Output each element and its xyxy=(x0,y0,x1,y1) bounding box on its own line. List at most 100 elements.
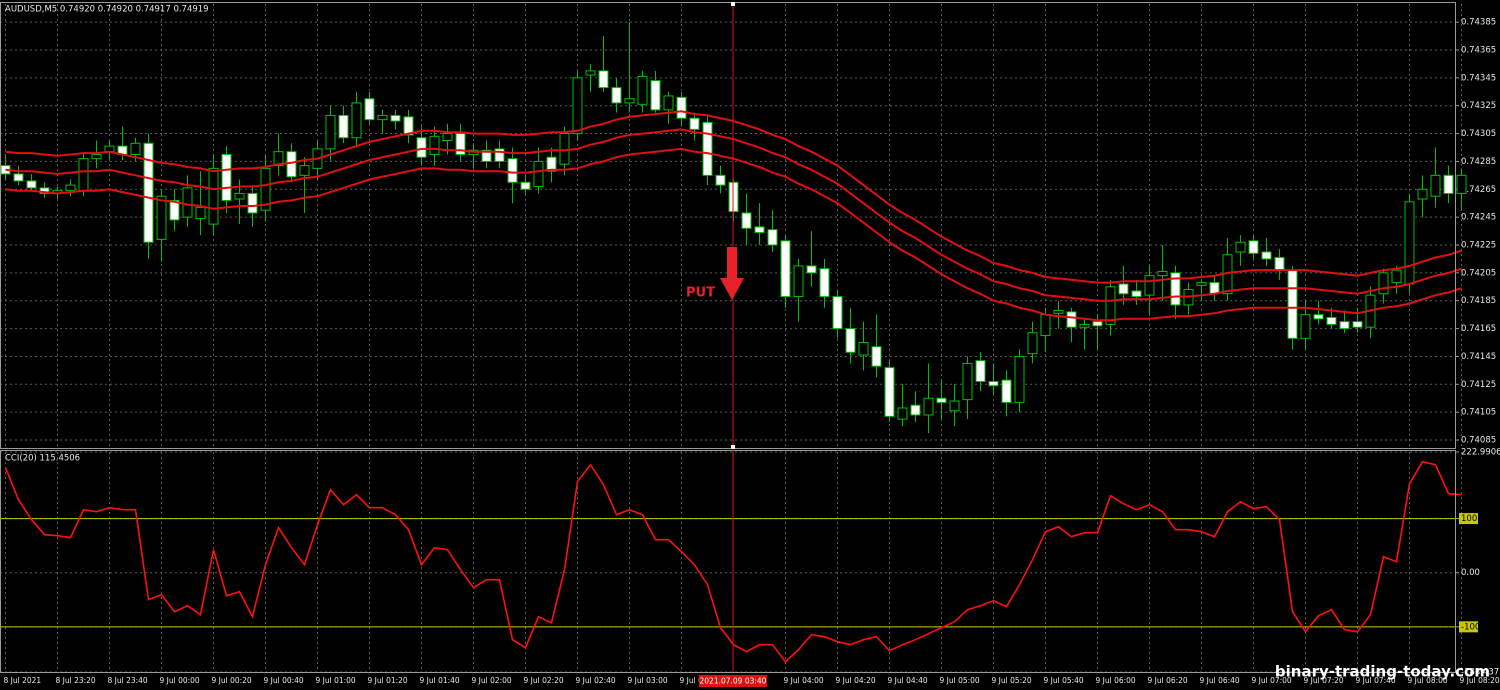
candle-body xyxy=(871,346,882,367)
y-tick-label: 0.00 xyxy=(1461,568,1480,578)
candle-body xyxy=(364,98,375,121)
candle-body xyxy=(1391,269,1402,284)
y-tick-label: 0.74265 xyxy=(1461,185,1496,195)
x-tick-label: 9 Jul 08:00 xyxy=(1408,676,1448,685)
candle-body xyxy=(1079,323,1090,328)
candle-body xyxy=(1209,282,1220,295)
x-tick-label: 9 Jul 07:40 xyxy=(1356,676,1396,685)
candle-body xyxy=(858,342,869,356)
level-label-bg xyxy=(1459,513,1478,525)
x-tick-label: 9 Jul 05:40 xyxy=(1044,676,1084,685)
candle-body xyxy=(1027,332,1038,355)
candle-body xyxy=(975,360,986,383)
candle-body xyxy=(156,195,167,240)
candle-body xyxy=(1339,321,1350,330)
candle-body xyxy=(26,180,37,189)
x-tick-label: 9 Jul 07:00 xyxy=(1252,676,1292,685)
x-tick-label: 9 Jul 07:20 xyxy=(1304,676,1344,685)
x-tick-label: 9 Jul 03:00 xyxy=(628,676,668,685)
candle-body xyxy=(390,114,401,122)
candle-body xyxy=(845,328,856,353)
y-tick-label: 0.74345 xyxy=(1461,73,1496,83)
candle-body xyxy=(1014,355,1025,403)
candle-body xyxy=(949,400,960,412)
candle-body xyxy=(988,381,999,387)
candle-body xyxy=(1456,174,1467,194)
candle-body xyxy=(1066,311,1077,328)
candle-body xyxy=(1417,188,1428,200)
vline-handle-top xyxy=(731,2,735,6)
candle-body xyxy=(910,404,921,416)
candle-body xyxy=(1287,269,1298,339)
candle-body xyxy=(559,133,570,165)
candle-body xyxy=(1131,290,1142,298)
candle-body xyxy=(884,367,895,417)
y-tick-label: 0.74105 xyxy=(1461,408,1496,418)
candle-body xyxy=(702,121,713,176)
y-tick-label: 0.74285 xyxy=(1461,157,1496,167)
vline-handle-bottom xyxy=(731,445,735,449)
candle-body xyxy=(520,181,531,190)
y-tick-label: 0.74085 xyxy=(1461,436,1496,446)
candle-body xyxy=(1001,379,1012,403)
candle-body xyxy=(819,268,830,298)
candle-body xyxy=(65,184,76,192)
y-tick-label: 0.74325 xyxy=(1461,101,1496,111)
put-arrow-head xyxy=(720,278,744,300)
candle-body xyxy=(299,165,310,176)
x-tick-label: 9 Jul 05:20 xyxy=(992,676,1032,685)
candle-body xyxy=(936,397,947,403)
price-pane-title: AUDUSD,M5 0.74920 0.74920 0.74917 0.7491… xyxy=(5,5,209,15)
candle-body xyxy=(1235,241,1246,253)
y-tick-label: 0.74125 xyxy=(1461,380,1496,390)
put-annotation: PUT xyxy=(686,286,715,301)
candle-body xyxy=(325,114,336,150)
candle-body xyxy=(1118,283,1129,295)
x-tick-label: 9 Jul 05:00 xyxy=(940,676,980,685)
y-tick-label: 0.74225 xyxy=(1461,241,1496,251)
candle-body xyxy=(1352,321,1363,328)
candle-body xyxy=(130,142,141,155)
candle-body xyxy=(1105,286,1116,325)
y-tick-label: -183.4377 xyxy=(1461,668,1500,678)
y-tick-label: 222.9906 xyxy=(1461,448,1500,458)
candle-body xyxy=(624,98,635,104)
x-tick-label: 9 Jul 08:20 xyxy=(1460,676,1500,685)
level-label-bg xyxy=(1459,621,1478,633)
candle-body xyxy=(767,229,778,246)
candle-body xyxy=(221,153,232,201)
candle-body xyxy=(546,156,557,172)
x-tick-label: 9 Jul 01:40 xyxy=(420,676,460,685)
y-tick-label: 0.74205 xyxy=(1461,268,1496,278)
cci-pane-frame xyxy=(0,450,1456,673)
candle-body xyxy=(169,199,180,221)
candle-body xyxy=(689,117,700,130)
candle-body xyxy=(1092,321,1103,327)
x-tick-label: 9 Jul 06:40 xyxy=(1200,676,1240,685)
candle-body xyxy=(1430,174,1441,197)
candle-body xyxy=(338,114,349,139)
candle-body xyxy=(780,240,791,298)
y-tick-label: 0.74165 xyxy=(1461,324,1496,334)
candle-body xyxy=(741,212,752,229)
candle-body xyxy=(754,226,765,233)
candle-body xyxy=(962,362,973,401)
x-tick-label: 9 Jul 01:20 xyxy=(368,676,408,685)
candle-body xyxy=(793,265,804,298)
x-tick-label: 9 Jul 02:20 xyxy=(524,676,564,685)
candle-body xyxy=(416,137,427,158)
candle-body xyxy=(286,151,297,178)
marks-layer: 0.74385 0.74365 0.74345 0.74325 0.74305 0.742… xyxy=(0,18,1500,685)
cci-pane-title: CCI(20) 115.4506 xyxy=(5,454,80,464)
vline-label: 2021.07.09 03:40 xyxy=(700,677,767,686)
candle-body xyxy=(832,296,843,330)
y-tick-label: -100 xyxy=(1461,622,1480,632)
candle-body xyxy=(1196,282,1207,286)
candle-body xyxy=(182,187,193,218)
x-tick-label: 9 Jul 02:40 xyxy=(576,676,616,685)
vline-label-bg xyxy=(699,675,767,687)
candle-body xyxy=(429,135,440,155)
put-arrow-shaft xyxy=(727,247,737,279)
